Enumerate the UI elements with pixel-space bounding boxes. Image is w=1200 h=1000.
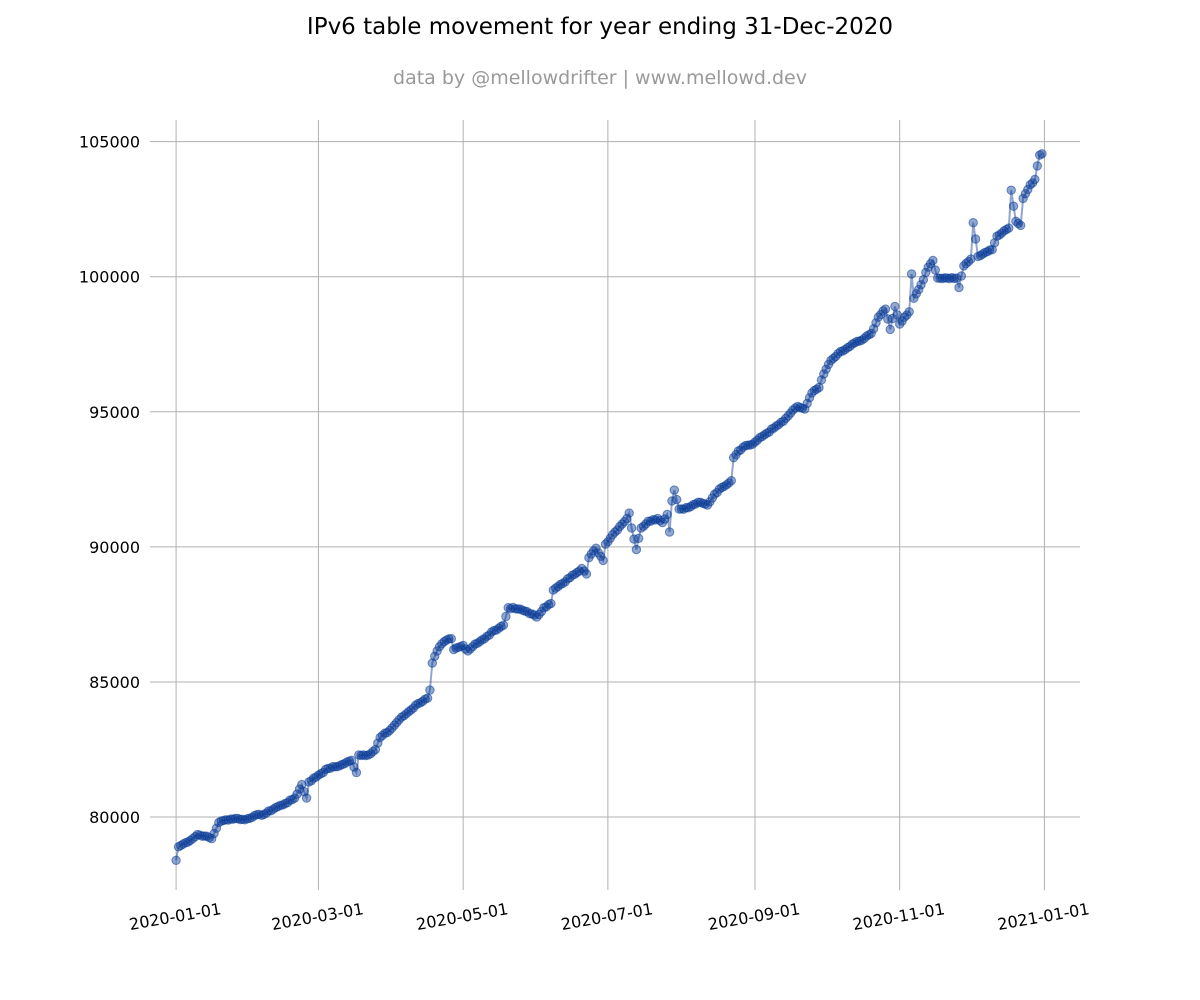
data-point [301, 793, 312, 803]
x-tick-label: 2020-09-01 [707, 899, 802, 934]
data-point [909, 293, 919, 303]
data-point [906, 269, 917, 279]
data-point [294, 784, 305, 794]
data-point [624, 508, 634, 518]
y-tick-label: 100000 [79, 268, 140, 287]
data-point [422, 693, 433, 703]
data-series [171, 149, 1047, 865]
y-tick-label: 90000 [89, 538, 140, 557]
data-point [928, 255, 938, 266]
data-point [885, 324, 895, 335]
data-point [880, 304, 891, 314]
data-point [821, 364, 831, 374]
data-point [669, 485, 679, 495]
data-point [890, 301, 900, 312]
x-tick-label: 2020-01-01 [128, 899, 223, 934]
data-point [207, 834, 217, 844]
data-point [933, 273, 943, 283]
data-point [1032, 161, 1043, 171]
data-point [349, 762, 359, 772]
x-tick-label: 2020-07-01 [559, 899, 654, 934]
chart-title: IPv6 table movement for year ending 31-D… [306, 14, 894, 40]
data-point [546, 598, 556, 609]
data-point [951, 273, 962, 283]
data-point [598, 555, 608, 566]
chart-subtitle: data by @mellowdrifter | www.mellowd.dev [393, 67, 807, 89]
data-point [1018, 193, 1028, 204]
data-point [662, 509, 672, 520]
data-point [427, 658, 437, 668]
data-point [887, 313, 898, 324]
data-point [672, 494, 682, 505]
data-point [1004, 223, 1014, 233]
data-point [351, 767, 362, 778]
data-point [626, 523, 637, 533]
data-point [904, 307, 914, 317]
data-point [622, 513, 632, 524]
data-point [804, 393, 815, 403]
data-point [591, 543, 601, 553]
data-point [800, 404, 810, 414]
data-point [226, 814, 236, 824]
data-point [634, 533, 644, 543]
data-point [664, 527, 675, 537]
y-tick-label: 95000 [89, 403, 140, 422]
data-point [446, 634, 456, 644]
data-point [930, 265, 940, 275]
data-point [1008, 201, 1019, 211]
data-point [501, 611, 511, 622]
x-tick-label: 2020-05-01 [415, 899, 510, 934]
data-point [171, 855, 181, 865]
y-tick-label: 105000 [79, 133, 140, 152]
data-point [1016, 220, 1026, 231]
data-point [956, 271, 967, 281]
data-point [631, 544, 642, 555]
data-point [1006, 185, 1016, 195]
data-point [211, 823, 222, 833]
data-point [660, 514, 670, 524]
data-point [373, 738, 383, 748]
data-point [970, 234, 981, 244]
data-point [1030, 174, 1040, 185]
data-point [892, 310, 902, 320]
y-tick-label: 80000 [89, 808, 140, 827]
data-point [581, 569, 592, 579]
data-point [802, 398, 812, 409]
data-point [954, 282, 964, 293]
x-tick-label: 2020-11-01 [851, 899, 946, 934]
tick-labels: 80000 85000 90000 95000 100000 105000 2020-01-… [79, 133, 1091, 934]
gridlines [150, 120, 1080, 890]
data-point [444, 634, 454, 644]
data-point [1023, 184, 1033, 195]
data-point [871, 318, 881, 328]
data-point [883, 314, 893, 324]
data-point [425, 685, 435, 695]
data-point [430, 651, 440, 661]
x-tick-label: 2021-01-01 [996, 899, 1091, 934]
data-point [209, 828, 219, 839]
data-point [726, 476, 736, 486]
series-line [175, 152, 1043, 861]
data-point [292, 789, 302, 799]
data-point [1037, 149, 1047, 159]
data-point [921, 267, 931, 278]
data-point [968, 218, 978, 228]
data-point [498, 620, 509, 630]
x-tick-label: 2020-03-01 [270, 899, 365, 934]
data-point [914, 284, 924, 295]
data-point [819, 369, 829, 379]
data-point [866, 328, 876, 339]
data-point [916, 280, 926, 290]
data-point [987, 245, 997, 255]
y-tick-label: 85000 [89, 673, 140, 692]
data-point [629, 534, 639, 544]
